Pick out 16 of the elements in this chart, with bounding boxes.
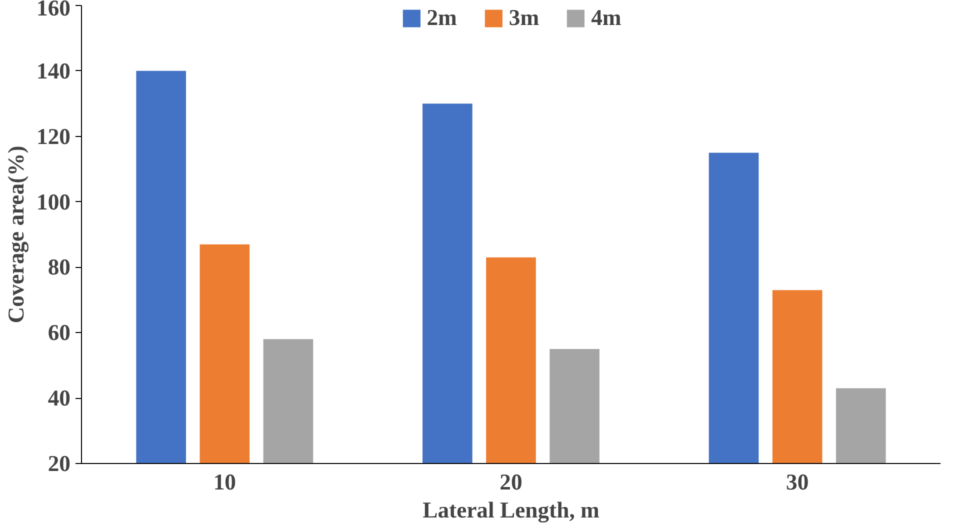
legend-label: 3m [508, 5, 540, 31]
y-axis-title: Coverage area(%) [4, 146, 29, 324]
x-tick-label: 10 [213, 470, 236, 494]
x-axis-title: Lateral Length, m [422, 498, 600, 522]
y-tick-label: 120 [36, 124, 70, 149]
y-tick-label: 160 [36, 0, 70, 20]
x-tick-label: 30 [786, 470, 809, 494]
y-tick-label: 40 [48, 386, 70, 411]
y-tick-label: 80 [48, 254, 70, 280]
legend-label: 2m [426, 5, 457, 31]
y-tick-label: 60 [48, 320, 70, 346]
y-tick-label: 100 [36, 189, 70, 214]
x-tick-label: 20 [500, 470, 522, 494]
legend-label: 4m [591, 5, 622, 31]
y-tick-label: 20 [48, 451, 70, 476]
y-tick-label: 140 [36, 58, 70, 84]
